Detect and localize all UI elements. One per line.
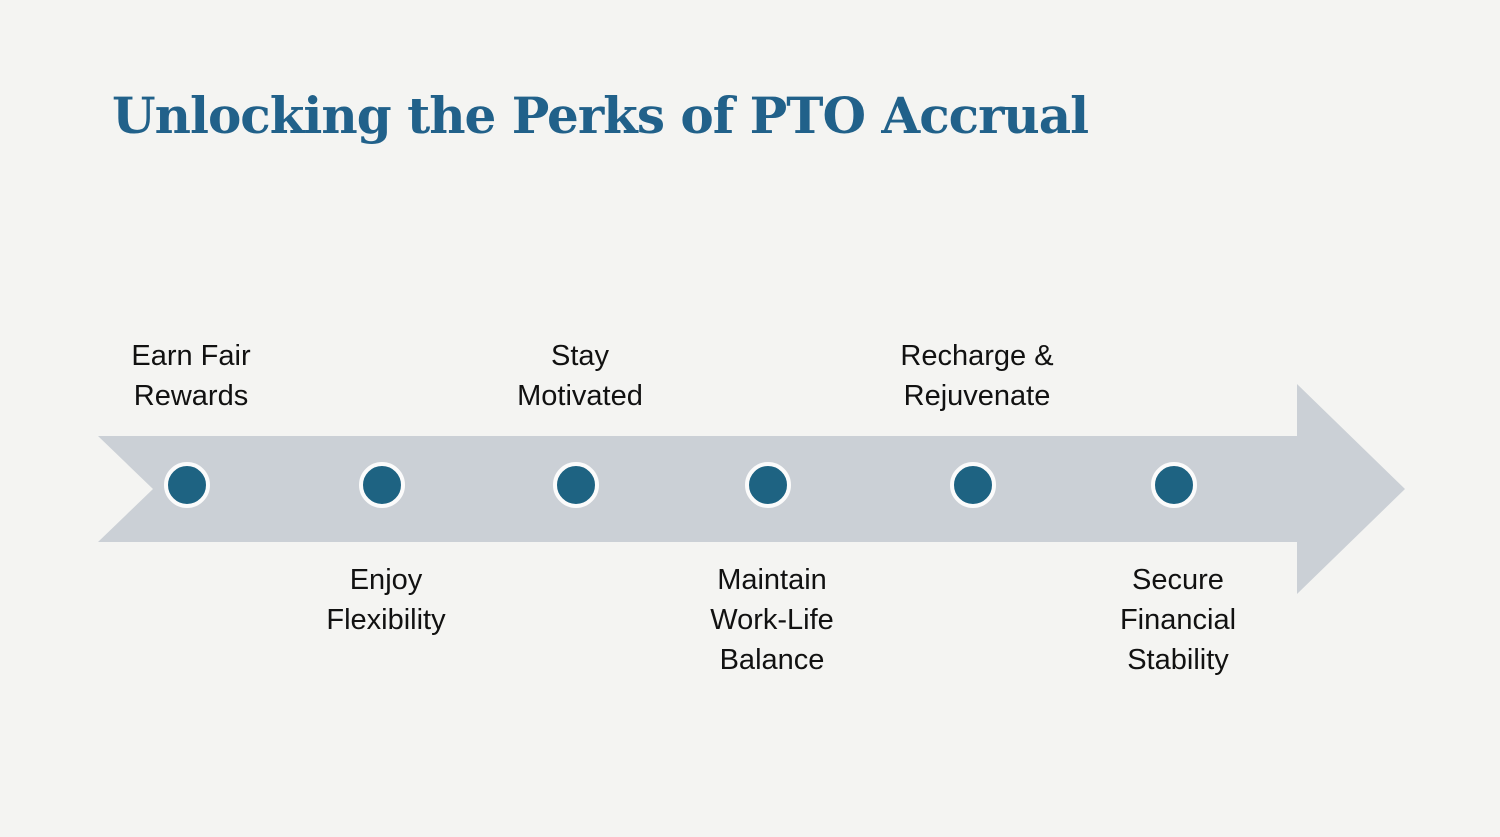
timeline-dot-3 (553, 462, 599, 508)
timeline-dot-4 (745, 462, 791, 508)
step-label-enjoy-flexibility: Enjoy Flexibility (326, 564, 446, 636)
step-label-maintain-work-life-balance: Maintain Work-Life Balance (710, 564, 834, 676)
timeline-dot-1 (164, 462, 210, 508)
page-title: Unlocking the Perks of PTO Accrual (112, 86, 1089, 145)
step-label-earn-fair-rewards: Earn Fair Rewards (131, 340, 251, 412)
step-label-recharge-rejuvenate: Recharge & Rejuvenate (900, 340, 1054, 412)
step-label-stay-motivated: Stay Motivated (517, 340, 643, 412)
timeline-dot-5 (950, 462, 996, 508)
timeline-dot-2 (359, 462, 405, 508)
timeline-dot-6 (1151, 462, 1197, 508)
step-label-secure-financial-stability: Secure Financial Stability (1119, 564, 1237, 676)
